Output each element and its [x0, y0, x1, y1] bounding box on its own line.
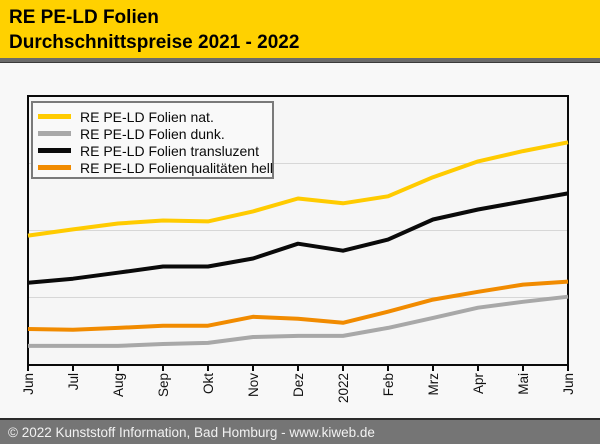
x-axis-tick: [432, 365, 434, 371]
x-tick-label: Aug: [111, 373, 126, 398]
page-title-line1: RE PE-LD Folien: [9, 7, 159, 28]
line-swatch-black-icon: [38, 148, 71, 153]
x-tick-label: Mrz: [426, 373, 441, 396]
x-tick-label: Feb: [381, 373, 396, 397]
x-axis-tick: [252, 365, 254, 371]
legend: RE PE-LD Folien nat. RE PE-LD Folien dun…: [31, 101, 274, 179]
x-tick-label: Jun: [21, 373, 36, 395]
gridline: [29, 230, 567, 231]
x-tick-label: Okt: [201, 373, 216, 395]
x-axis-tick: [162, 365, 164, 371]
page-title-line2: Durchschnittspreise 2021 - 2022: [9, 32, 300, 53]
x-axis-tick: [297, 365, 299, 371]
line-swatch-yellow-icon: [38, 114, 71, 119]
legend-item: RE PE-LD Folien dunk.: [38, 125, 272, 142]
header-bar: RE PE-LD Folien Durchschnittspreise 2021…: [0, 0, 600, 58]
legend-item: RE PE-LD Folienqualitäten hell: [38, 159, 273, 176]
x-tick-label: Dez: [291, 373, 306, 398]
header-separator: [0, 58, 600, 63]
x-tick-label: Apr: [471, 373, 486, 395]
footer-bar: © 2022 Kunststoff Information, Bad Hombu…: [0, 418, 600, 444]
x-axis-tick: [567, 365, 569, 371]
gridline: [29, 297, 567, 298]
x-axis-tick: [522, 365, 524, 371]
x-tick-label: Nov: [246, 373, 261, 398]
copyright-text: © 2022 Kunststoff Information, Bad Hombu…: [8, 424, 375, 440]
legend-item: RE PE-LD Folien nat.: [38, 108, 272, 125]
x-axis-tick: [207, 365, 209, 371]
x-tick-label: Jul: [66, 373, 81, 391]
line-swatch-orange-icon: [38, 165, 71, 170]
legend-label: RE PE-LD Folien nat.: [80, 108, 214, 125]
x-axis-tick: [342, 365, 344, 371]
x-tick-label: Mai: [516, 373, 531, 395]
legend-label: RE PE-LD Folien transluzent: [80, 142, 259, 159]
x-axis-tick: [27, 365, 29, 371]
x-axis-tick: [72, 365, 74, 371]
legend-label: RE PE-LD Folien dunk.: [80, 125, 225, 142]
x-tick-label: Sep: [156, 373, 171, 398]
x-axis-tick: [117, 365, 119, 371]
legend-item: RE PE-LD Folien transluzent: [38, 142, 272, 159]
x-tick-label: Jun: [561, 373, 576, 395]
x-axis-tick: [477, 365, 479, 371]
x-tick-label: 2022: [336, 373, 351, 404]
x-axis-tick: [387, 365, 389, 371]
legend-label: RE PE-LD Folienqualitäten hell: [80, 159, 273, 176]
line-swatch-gray-icon: [38, 131, 71, 136]
